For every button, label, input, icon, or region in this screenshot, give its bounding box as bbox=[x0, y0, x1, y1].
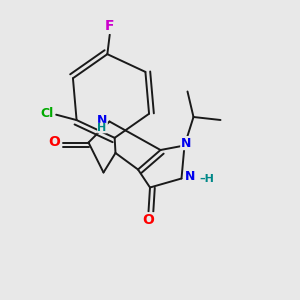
Text: N: N bbox=[185, 169, 195, 183]
Text: F: F bbox=[105, 19, 115, 33]
Text: H: H bbox=[98, 123, 106, 133]
Text: O: O bbox=[49, 136, 61, 149]
Text: –H: –H bbox=[199, 174, 214, 184]
Text: Cl: Cl bbox=[40, 107, 53, 120]
Text: N: N bbox=[181, 136, 191, 150]
Text: N: N bbox=[97, 113, 107, 127]
Text: O: O bbox=[142, 213, 154, 227]
